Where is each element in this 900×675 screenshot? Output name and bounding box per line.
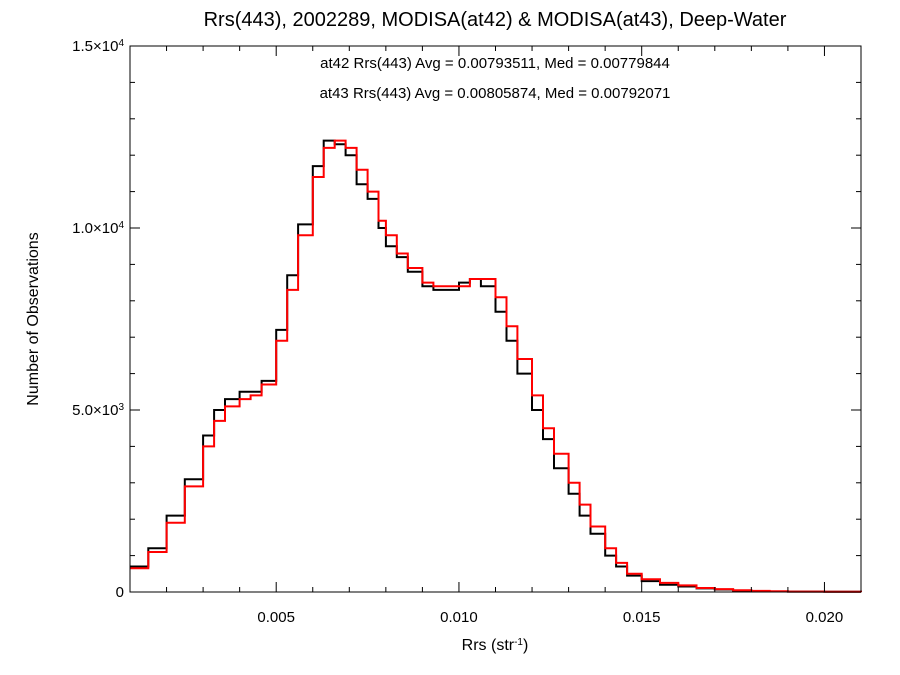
x-axis-label-end: )	[523, 637, 528, 654]
annotation-at43: at43 Rrs(443) Avg = 0.00805874, Med = 0.…	[320, 85, 671, 102]
x-tick-label: 0.005	[257, 609, 295, 626]
series-line-1	[130, 139, 862, 593]
y-tick-label: 1.5×104	[72, 38, 124, 56]
y-axis-label: Number of Observations	[25, 232, 42, 405]
x-tick-label: 0.015	[623, 609, 661, 626]
chart-title: Rrs(443), 2002289, MODISA(at42) & MODISA…	[204, 9, 787, 31]
x-axis-label-base: Rrs (str	[462, 637, 515, 654]
x-tick-label: 0.010	[440, 609, 478, 626]
annotation-at42: at42 Rrs(443) Avg = 0.00793511, Med = 0.…	[320, 55, 670, 72]
y-tick-label: 0	[116, 584, 124, 601]
series-layer	[130, 139, 862, 593]
plot-frame	[129, 45, 862, 593]
y-tick-label: 1.0×104	[72, 220, 124, 238]
x-axis-label: Rrs (str-1)	[462, 637, 529, 655]
series-line-0	[130, 139, 862, 593]
y-ticks: 0 5.0×103 1.0×104 1.5×104	[72, 38, 861, 601]
x-axis-label-sup: -1	[514, 637, 523, 648]
x-ticks: 0.005 0.010 0.015 0.020	[129, 46, 862, 626]
x-tick-label: 0.020	[806, 609, 844, 626]
y-tick-label: 5.0×103	[72, 402, 124, 420]
